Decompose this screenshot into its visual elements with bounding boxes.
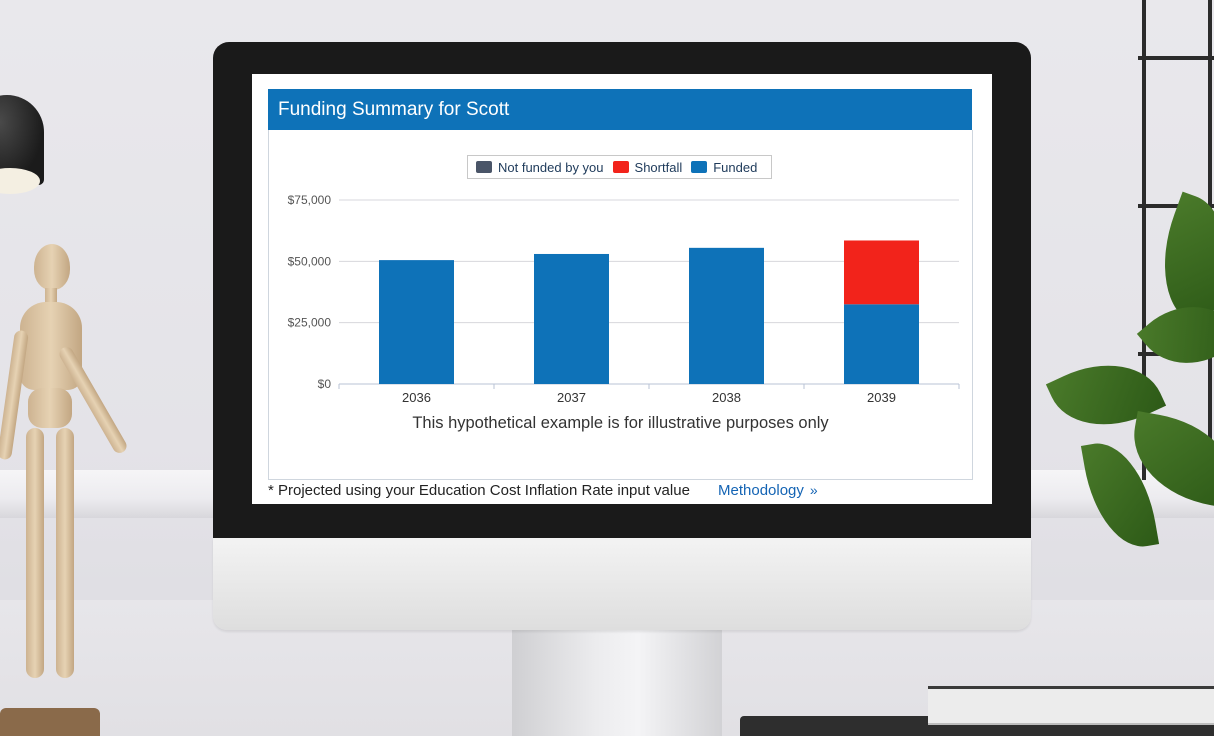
legend-item-shortfall[interactable]: Shortfall	[612, 159, 683, 175]
y-tick-label: $50,000	[288, 254, 332, 268]
legend-swatch	[476, 161, 492, 173]
chart-caption: This hypothetical example is for illustr…	[412, 414, 829, 432]
legend-swatch	[691, 161, 708, 173]
monitor-chin	[213, 538, 1031, 630]
legend-item-not-funded[interactable]: Not funded by you	[476, 160, 604, 175]
legend-item-funded[interactable]: Funded	[691, 160, 757, 175]
legend-label: Funded	[713, 159, 758, 175]
legend-label: Shortfall	[634, 159, 683, 175]
funding-bar-chart: $0 $25,000 $50,000 $75,000 2036 2037 2038 2039	[288, 193, 960, 405]
bar-funded-2037	[534, 253, 609, 384]
monitor-stand	[512, 630, 722, 736]
double-chevron-right-icon: »	[809, 482, 818, 498]
bar-funded-2036	[379, 260, 454, 384]
x-tick-label: 2038	[712, 390, 741, 405]
bar-funded-2038	[689, 247, 764, 384]
y-tick-label: $25,000	[288, 316, 332, 330]
x-tick-label: 2036	[402, 390, 431, 405]
chart-legend: Not funded by you Shortfall Funded	[467, 155, 772, 179]
methodology-link-label: Methodology	[718, 482, 804, 499]
y-tick-label: $75,000	[288, 193, 332, 207]
x-tick-label: 2039	[867, 390, 896, 405]
footnote: * Projected using your Education Cost In…	[268, 482, 690, 499]
chart-panel: Not funded by you Shortfall Funded $0 $25…	[268, 130, 973, 480]
y-tick-label: $0	[318, 377, 332, 391]
panel-title: Funding Summary for Scott	[278, 99, 510, 120]
methodology-link[interactable]: Methodology »	[718, 482, 818, 499]
legend-label: Not funded by you	[498, 159, 604, 175]
spiral-notebook	[928, 686, 1214, 723]
x-tick-label: 2037	[557, 390, 586, 405]
legend-swatch	[612, 161, 629, 173]
monitor-screen: Funding Summary for Scott Not funded by …	[252, 74, 992, 504]
bar-funded-2039	[844, 304, 919, 384]
bar-shortfall-2039	[844, 240, 919, 305]
panel-header: Funding Summary for Scott	[268, 89, 972, 130]
